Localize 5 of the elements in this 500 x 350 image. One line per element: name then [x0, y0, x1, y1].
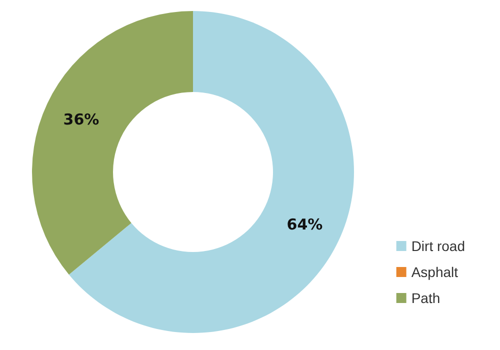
- data-label: 64%: [286, 216, 323, 234]
- legend-label: Path: [411, 290, 440, 306]
- data-label: 36%: [63, 110, 100, 128]
- legend-label: Dirt road: [411, 238, 466, 254]
- legend-label: Asphalt: [411, 264, 458, 280]
